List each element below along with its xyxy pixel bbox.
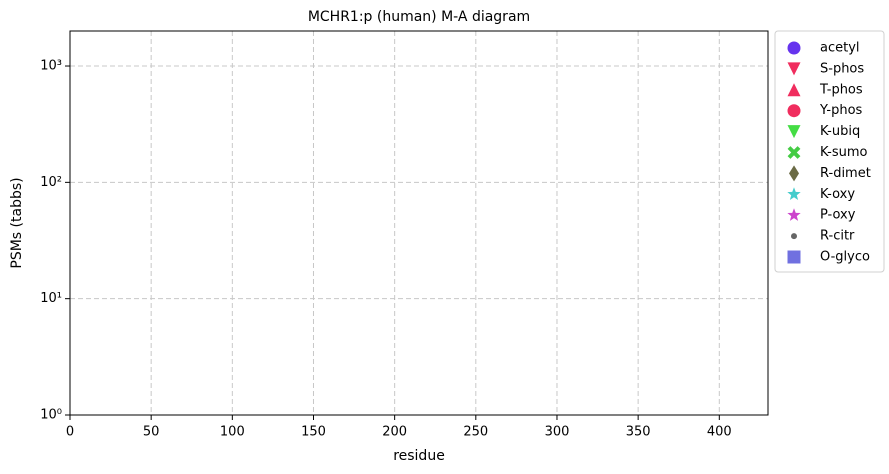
legend-marker	[787, 125, 801, 139]
legend-label: S-phos	[820, 61, 864, 76]
legend-label: R-citr	[820, 229, 855, 244]
legend-label: K-ubiq	[820, 124, 860, 139]
legend-label: R-dimet	[820, 166, 871, 181]
legend-marker	[787, 104, 801, 118]
legend-box	[774, 30, 885, 273]
x-tick-label: 350	[626, 425, 651, 440]
legend-label: P-oxy	[820, 208, 856, 223]
y-tick-label: 10³	[40, 59, 62, 74]
legend-marker	[787, 83, 801, 97]
x-axis-label: residue	[393, 448, 445, 464]
y-tick-label: 10⁰	[40, 408, 62, 423]
legend-label: K-oxy	[820, 187, 855, 202]
legend-marker	[787, 41, 801, 55]
legend-label: Y-phos	[819, 103, 863, 118]
x-tick-label: 250	[463, 425, 488, 440]
x-tick-label: 50	[143, 425, 160, 440]
legend-label: K-sumo	[820, 145, 868, 160]
x-tick-label: 400	[707, 425, 732, 440]
x-tick-label: 200	[382, 425, 407, 440]
legend-label: T-phos	[819, 82, 863, 97]
legend-marker	[787, 208, 801, 221]
legend-marker	[787, 146, 801, 159]
legend-marker	[789, 165, 799, 182]
y-axis-label: PSMs (tabbs)	[9, 177, 25, 268]
x-tick-label: 100	[220, 425, 245, 440]
legend-label: acetyl	[820, 41, 860, 56]
legend-marker	[791, 233, 797, 240]
y-tick-label: 10¹	[40, 291, 62, 306]
chart-title: MCHR1:p (human) M-A diagram	[308, 9, 530, 25]
x-tick-label: 0	[66, 425, 74, 440]
legend-marker	[787, 62, 801, 76]
plot-frame	[69, 30, 769, 416]
legend-label: O-glyco	[820, 250, 870, 265]
x-tick-label: 150	[301, 425, 326, 440]
y-tick-label: 10²	[40, 175, 62, 190]
legend-marker	[787, 250, 801, 264]
x-tick-label: 300	[545, 425, 570, 440]
legend-marker	[787, 187, 801, 200]
